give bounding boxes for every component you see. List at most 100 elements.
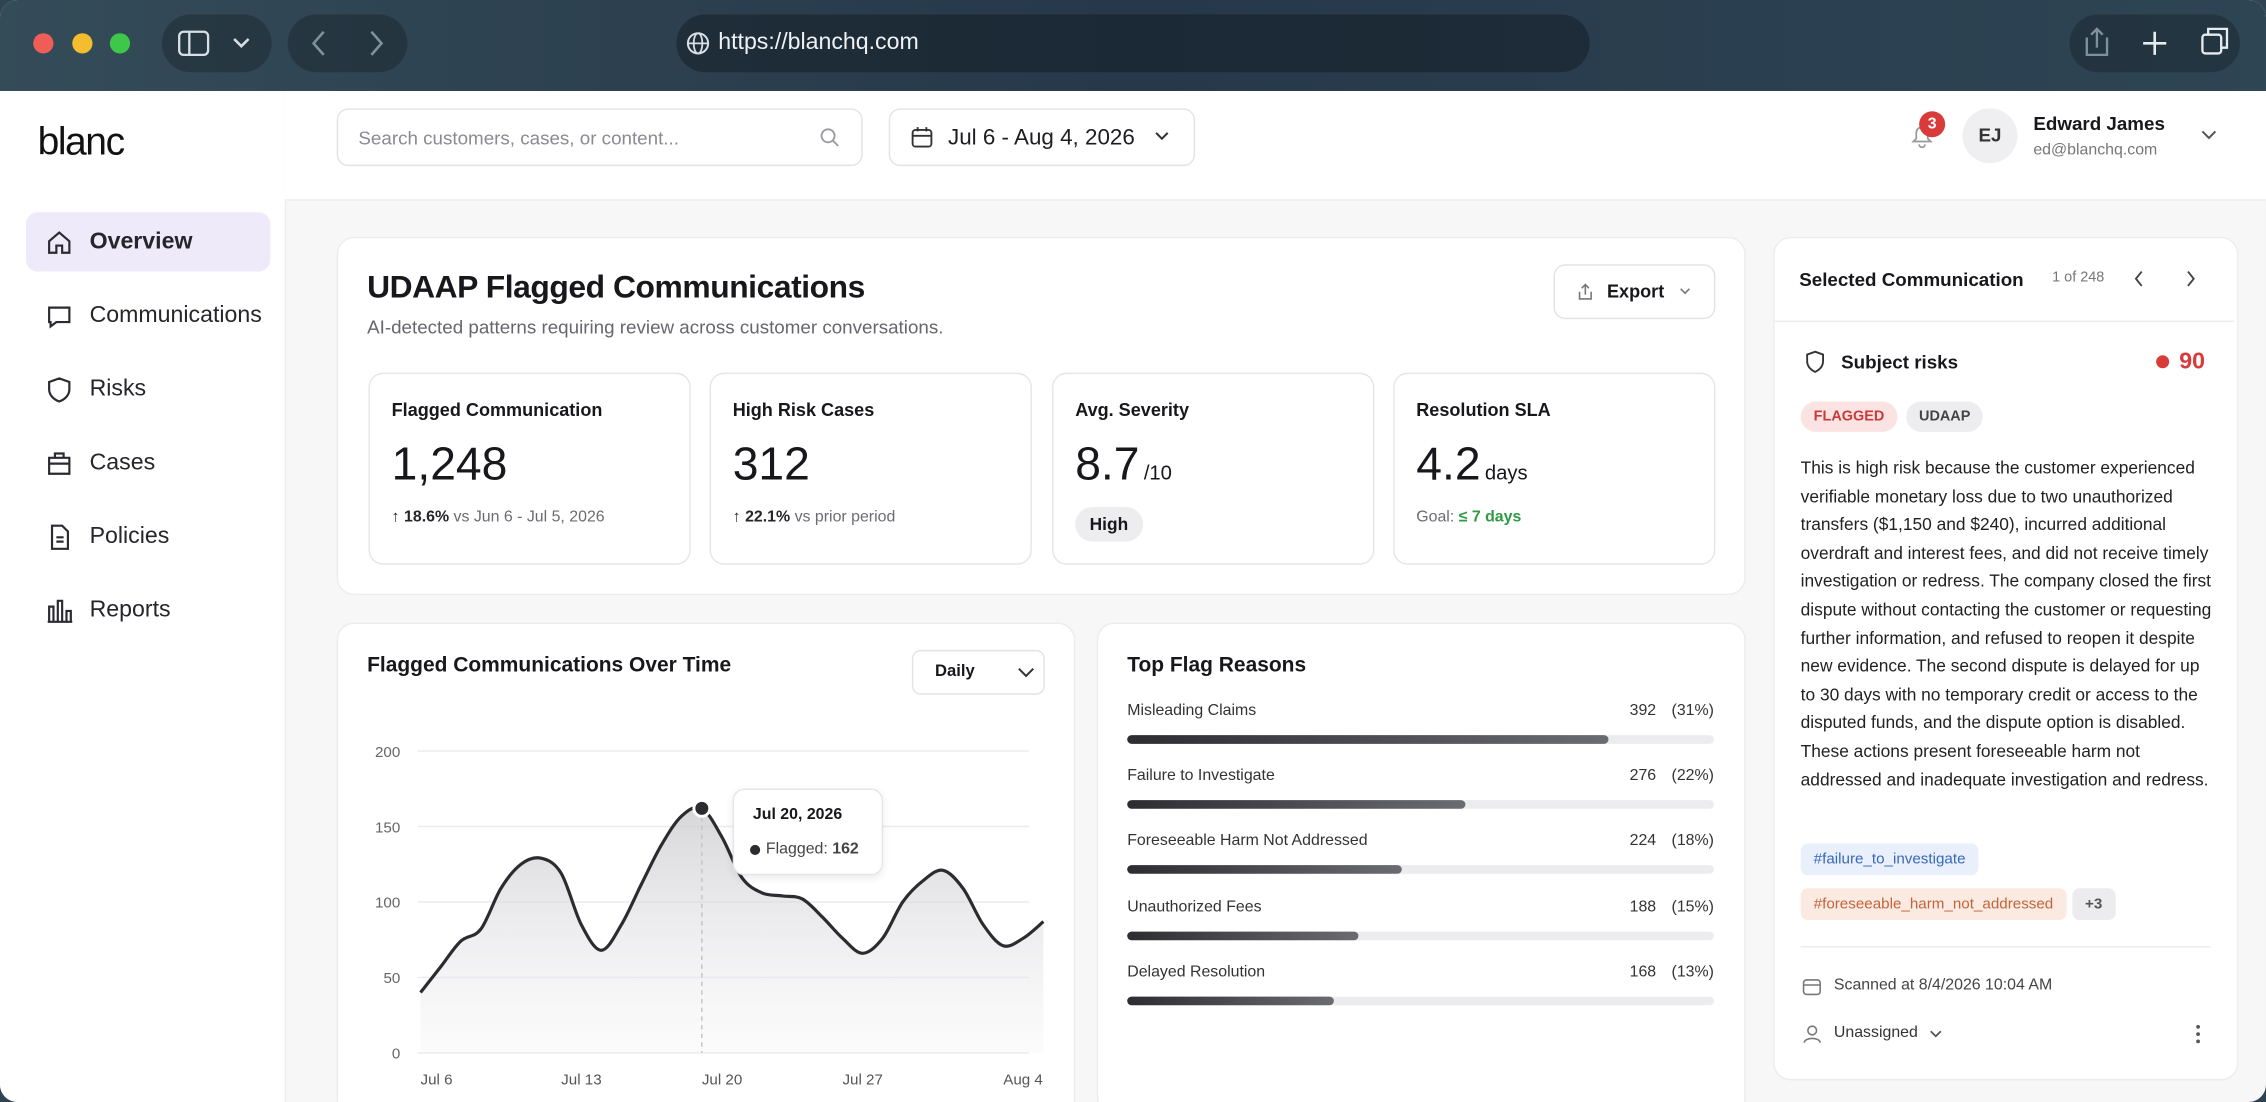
kpi-label: Flagged Communications [391, 400, 603, 421]
summary-subtitle: AI-detected patterns requiring review ac… [367, 316, 944, 338]
y-tick-label: 200 [375, 744, 400, 761]
bar [1127, 996, 1334, 1005]
tooltip-row: Flagged: 162 [766, 841, 859, 858]
calendar-icon [911, 127, 933, 148]
nav-item[interactable]: Communications [26, 286, 270, 345]
summary-title: UDAAP Flagged Communications [367, 268, 865, 305]
tooltip: Jul 20, 2026 Flagged: 162 [732, 788, 883, 876]
export-icon [1578, 283, 1592, 300]
browser-controls [33, 14, 2240, 73]
nav-label: Communications [89, 302, 262, 328]
note: vs prior period [794, 508, 896, 526]
tooltip-date: Jul 20, 2026 [752, 805, 843, 824]
interval-select[interactable]: Daily [911, 649, 1045, 695]
pager[interactable] [2124, 266, 2205, 292]
kpi-card: Avg. Severity 8.7/10 High [1052, 372, 1375, 565]
user-icon [1803, 1025, 1821, 1044]
note: vs Jun 6 - Jul 5, 2026 [453, 508, 605, 526]
avatar[interactable]: EJ [1962, 108, 2018, 164]
hashtag[interactable]: #foreseeable_harm_not_addressed [1800, 888, 2067, 921]
more-icon[interactable] [2194, 1024, 2203, 1044]
chart-title: Flagged Communications Over Time [367, 654, 732, 678]
risk-title: Subject risks [1841, 350, 1959, 373]
reason-percent: (15%) [1671, 897, 1714, 916]
sidebar: blanc Overview Communications Risks Cases Po… [0, 90, 287, 1102]
selected-panel [1773, 236, 2239, 1081]
icon [48, 376, 71, 402]
change: 22.1% [745, 508, 791, 526]
bar-track [1127, 865, 1714, 875]
kpi-label: High Risk Cases [732, 400, 875, 421]
nav-label: Risks [89, 376, 147, 401]
kpi-card: Resolution SLA 4.2 days Goal: ≤ 7 days [1393, 372, 1716, 565]
reason-percent: (13%) [1671, 963, 1714, 981]
risk-tag: UDAAP [1905, 401, 1984, 432]
nav-item[interactable]: Overview [26, 212, 271, 272]
chevron [1155, 132, 1169, 141]
url[interactable]: https://blanchq.com [718, 30, 919, 55]
assignee[interactable]: Unassigned [1833, 1024, 1918, 1042]
hashtag[interactable]: +3 [2072, 888, 2116, 921]
date-range: Jul 6 - Aug 4, 2026 [948, 125, 1135, 151]
nav-item[interactable]: Cases [26, 433, 270, 492]
export-label: Export [1607, 281, 1665, 302]
kpi-change: ↑ 22.1% vs prior period [732, 508, 896, 526]
tooltip-label: Flagged: [765, 840, 828, 858]
nav-label: Reports [89, 597, 171, 622]
reason-count: 224 [1629, 832, 1657, 850]
hashtags: #failure_to_investigate #foreseeable_harm… [1800, 843, 2220, 933]
logo[interactable]: blanc [37, 119, 125, 164]
reasons-title: Top Flag Reasons [1127, 654, 1307, 678]
x-tick-label: Jul 13 [561, 1072, 601, 1089]
reason-count: 168 [1629, 963, 1657, 981]
tooltip-value: 162 [832, 840, 859, 858]
chevron[interactable] [1929, 1030, 1942, 1039]
goal: ≤ 7 days [1458, 508, 1522, 526]
reason-count: 276 [1629, 767, 1657, 785]
icon [47, 599, 73, 623]
export-button[interactable]: Export [1553, 264, 1716, 320]
nav-icon [47, 599, 73, 623]
scanned-at: Scanned at 8/4/2026 10:04 AM [1833, 976, 2053, 994]
kpi-card: Flagged Communications 1,248 ↑ 18.6% vs … [368, 372, 691, 565]
reason-label: Foreseeable Harm Not Addressed [1127, 832, 1368, 850]
bar-track [1127, 996, 1714, 1005]
reason-label: Unauthorized Fees [1127, 897, 1262, 916]
icon [48, 451, 71, 475]
shield-icon [1806, 350, 1824, 373]
search-box[interactable]: Search customers, cases, or content... [336, 108, 863, 167]
calendar-icon [1802, 979, 1821, 996]
nav-item[interactable]: Reports [26, 581, 270, 640]
user-email: ed@blanchq.com [2033, 141, 2158, 159]
reason-label: Delayed Resolution [1127, 963, 1266, 981]
panel-position: 1 of 248 [2052, 270, 2105, 286]
reason-count: 392 [1629, 701, 1657, 720]
reason-count: 188 [1629, 897, 1657, 916]
search-icon [820, 128, 839, 147]
nav-item[interactable]: Policies [26, 507, 270, 566]
nav-item[interactable]: Risks [26, 360, 270, 419]
x-tick-label: Aug 4 [1003, 1072, 1043, 1089]
goal-label: Goal: [1416, 508, 1455, 526]
reason-label: Misleading Claims [1127, 701, 1257, 720]
y-tick-label: 150 [375, 819, 400, 836]
panel-title: Selected Communication [1799, 268, 2024, 291]
icon [48, 230, 71, 254]
chevron[interactable] [2201, 130, 2217, 142]
nav-label: Cases [89, 449, 156, 475]
nav-icon [48, 230, 71, 254]
y-tick-label: 0 [392, 1046, 400, 1063]
kpi-value-row: 4.2 days [1416, 438, 1527, 491]
icon [48, 305, 71, 328]
date-picker[interactable]: Jul 6 - Aug 4, 2026 [888, 108, 1196, 167]
x-tick-label: Jul 27 [842, 1072, 882, 1089]
nav-icon [48, 376, 71, 402]
x-tick-label: Jul 20 [702, 1072, 742, 1089]
bar-track [1127, 930, 1714, 940]
reasons-card [1096, 622, 1746, 1102]
kpi-value-row: 8.7/10 [1075, 438, 1172, 491]
hashtag[interactable]: #failure_to_investigate [1800, 843, 1979, 876]
kpi-unit: /10 [1143, 460, 1172, 484]
tags: FLAGGED UDAAP [1800, 401, 1992, 432]
